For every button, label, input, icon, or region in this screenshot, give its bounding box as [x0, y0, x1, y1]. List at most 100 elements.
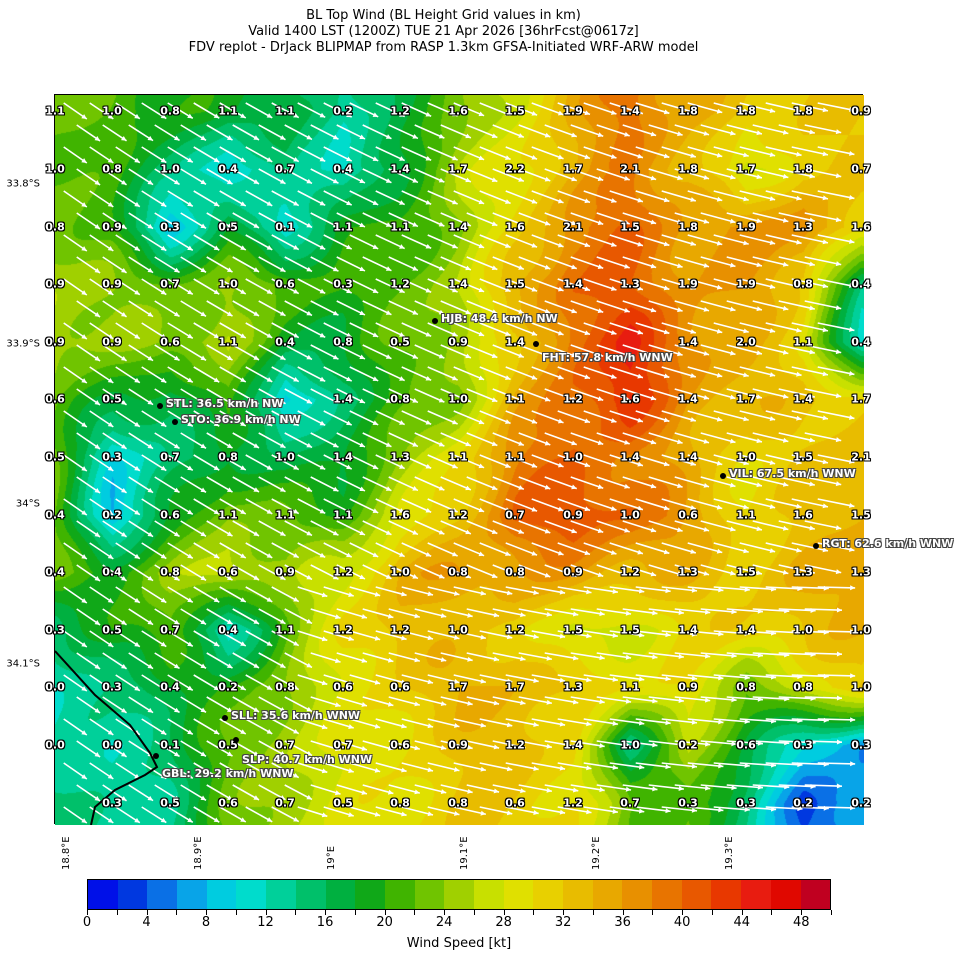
wind-arrow-head: [319, 552, 326, 558]
wind-arrow: [804, 652, 843, 655]
wind-arrow: [778, 520, 815, 530]
wind-arrow: [375, 234, 406, 250]
wind-arrow: [440, 212, 472, 227]
colorbar-bin: [681, 880, 712, 909]
wind-arrow-head: [321, 680, 328, 686]
bl-height-value: 1.1: [218, 104, 238, 118]
wind-arrow: [284, 212, 313, 229]
wind-arrow: [219, 762, 247, 779]
wind-arrow-head: [782, 569, 789, 575]
wind-arrow-head: [744, 587, 750, 593]
wind-arrow-head: [652, 654, 658, 660]
wind-arrow: [661, 674, 698, 680]
wind-arrow: [544, 344, 578, 358]
wind-arrow: [375, 102, 406, 118]
wind-arrow-head: [321, 724, 328, 730]
wind-arrow-head: [478, 243, 485, 249]
wind-arrow: [258, 476, 286, 493]
wind-arrow-head: [359, 222, 365, 227]
wind-arrow-head: [716, 460, 723, 466]
wind-arrow: [609, 498, 644, 511]
wind-arrow: [713, 278, 749, 289]
wind-arrow: [349, 542, 379, 558]
wind-arrow: [323, 630, 354, 641]
wind-arrow-head: [597, 176, 604, 181]
wind-arrow: [765, 190, 802, 201]
wind-arrow-head: [107, 686, 114, 691]
bl-height-value: 1.3: [851, 565, 871, 579]
wind-arrow: [635, 542, 670, 555]
lon-tick: 19.3°E: [724, 836, 735, 870]
wind-arrow: [570, 564, 604, 577]
bl-height-value: 1.5: [793, 450, 813, 464]
wind-arrow-head: [796, 503, 802, 509]
wind-arrow-head: [374, 767, 381, 773]
wind-arrow: [440, 256, 472, 271]
wind-arrow-head: [638, 632, 645, 638]
wind-arrow: [609, 586, 645, 593]
wind-arrow-head: [718, 763, 724, 769]
wind-arrow-head: [187, 157, 193, 163]
wind-arrow: [219, 146, 247, 163]
wind-arrow-head: [625, 742, 632, 748]
wind-arrow-head: [160, 597, 167, 603]
wind-arrow-head: [743, 548, 749, 554]
wind-arrow-head: [306, 310, 312, 316]
wind-arrow-head: [612, 764, 618, 770]
colorbar-bin: [444, 880, 474, 909]
wind-arrow: [245, 366, 273, 383]
wind-arrow: [505, 278, 538, 292]
bl-height-value: 1.0: [448, 392, 468, 406]
bl-height-value: 1.0: [160, 162, 180, 176]
wind-arrow: [570, 652, 605, 660]
wind-arrow: [219, 718, 247, 735]
wind-arrow: [245, 674, 273, 691]
bl-height-value: 0.9: [102, 277, 122, 291]
station-label: HJB: 48.4 km/h NW: [441, 312, 558, 325]
wind-arrow-head: [467, 612, 473, 618]
wind-arrow-head: [584, 506, 590, 512]
wind-arrow: [271, 718, 300, 735]
colorbar-tick-mark: [265, 910, 267, 915]
wind-arrow-head: [306, 486, 312, 492]
wind-arrow: [518, 344, 551, 358]
wind-arrow-head: [187, 553, 193, 559]
wind-arrow-head: [610, 330, 617, 335]
wind-arrow: [778, 608, 816, 612]
wind-arrow: [817, 278, 855, 288]
wind-arrow: [739, 278, 776, 289]
wind-arrow-head: [121, 619, 127, 625]
wind-arrow-head: [334, 702, 341, 708]
wind-arrow-head: [703, 262, 710, 268]
wind-arrow: [284, 168, 313, 185]
wind-arrow: [544, 300, 578, 314]
wind-arrow-head: [438, 573, 445, 579]
wind-arrow-head: [107, 422, 114, 427]
wind-arrow: [661, 542, 697, 554]
wind-arrow: [375, 278, 406, 294]
bl-height-value: 1.2: [620, 565, 640, 579]
bl-height-value: 1.3: [390, 450, 410, 464]
wind-arrow-head: [809, 217, 815, 223]
wind-arrow: [349, 234, 379, 250]
wind-arrow: [674, 168, 710, 180]
wind-arrow-head: [597, 308, 604, 313]
wind-arrow-head: [425, 419, 432, 425]
wind-arrow-head: [559, 765, 566, 771]
wind-arrow: [752, 256, 789, 267]
colorbar-tick-mark: [711, 910, 713, 915]
wind-arrow: [687, 102, 723, 114]
wind-arrow-head: [147, 619, 154, 625]
wind-arrow: [414, 212, 445, 227]
wind-arrow: [271, 542, 300, 559]
wind-arrow: [596, 388, 630, 401]
wind-arrow: [232, 212, 260, 229]
wind-arrow-head: [346, 200, 352, 206]
wind-arrow: [687, 278, 723, 290]
bl-height-value: 0.3: [851, 738, 871, 752]
wind-arrow: [427, 542, 458, 557]
wind-arrow-head: [187, 817, 193, 823]
wind-arrow-head: [372, 112, 379, 117]
wind-arrow-head: [359, 442, 365, 447]
wind-arrow: [544, 784, 579, 792]
